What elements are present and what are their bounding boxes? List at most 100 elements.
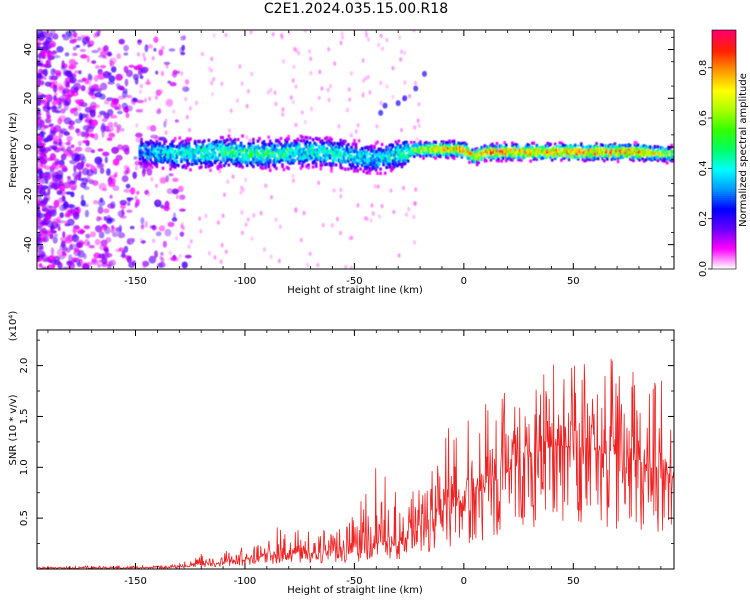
spectrogram-cell bbox=[193, 161, 197, 165]
spectrogram-cell bbox=[52, 84, 58, 93]
spectrogram-cell bbox=[671, 150, 674, 154]
spectrogram-cell bbox=[451, 149, 454, 153]
spectrogram-cell bbox=[66, 140, 72, 146]
spectrogram-cell bbox=[140, 217, 145, 225]
spectrogram-cell bbox=[186, 163, 189, 168]
spectrogram-cell bbox=[276, 150, 280, 155]
spectrogram-cell bbox=[158, 225, 166, 232]
colorbar-strip bbox=[712, 259, 736, 262]
spectrogram-cell bbox=[87, 44, 93, 47]
spectrogram-cell bbox=[224, 146, 228, 150]
spectrogram-cell bbox=[616, 148, 620, 152]
spectrogram-cell bbox=[624, 151, 627, 155]
spectrogram-cell bbox=[299, 166, 303, 170]
spectrogram-cell bbox=[118, 38, 125, 45]
spectrogram-cell bbox=[58, 86, 65, 90]
spectrogram-cell bbox=[632, 147, 635, 151]
spectrogram-cell bbox=[321, 223, 325, 228]
spectrogram-cell bbox=[396, 164, 399, 168]
spectrogram-cell bbox=[274, 101, 278, 107]
spectrogram-cell bbox=[351, 157, 355, 161]
spectrogram-cell bbox=[256, 163, 260, 167]
spectrogram-cell bbox=[537, 152, 540, 156]
spectrogram-cell bbox=[373, 151, 376, 155]
spectrogram-cell bbox=[376, 171, 379, 175]
spectrogram-cell bbox=[609, 151, 612, 155]
spectrogram-cell bbox=[370, 168, 373, 172]
spectrogram-cell bbox=[472, 151, 476, 155]
spectrogram-cell bbox=[356, 123, 360, 128]
spectrogram-cell bbox=[290, 158, 293, 162]
colorbar-strip bbox=[712, 267, 736, 270]
spectrogram-cell bbox=[81, 113, 88, 118]
spectrogram-cell bbox=[92, 180, 99, 186]
spectrogram-cell bbox=[223, 147, 226, 151]
spectrogram-cell bbox=[84, 118, 90, 123]
spectrogram-cell bbox=[671, 159, 674, 163]
spectrogram-cell bbox=[451, 155, 454, 159]
spectrogram-cell bbox=[155, 151, 159, 155]
spectrogram-cell bbox=[341, 35, 344, 40]
spectrogram-cell bbox=[170, 154, 174, 158]
spectrogram-cell bbox=[40, 99, 49, 106]
spectrogram-cell bbox=[261, 145, 264, 149]
spectrogram-cell bbox=[471, 148, 474, 152]
spectrogram-cell bbox=[241, 153, 244, 157]
spectrogram-cell bbox=[235, 156, 238, 160]
spectrogram-cell bbox=[521, 154, 525, 158]
spectrogram-cell bbox=[488, 146, 491, 150]
spectrogram-cell bbox=[168, 48, 176, 52]
spectrogram-cell bbox=[144, 44, 149, 53]
spectrogram-cell bbox=[546, 149, 549, 153]
spectrogram-cell bbox=[177, 144, 180, 148]
spectrogram-cell bbox=[472, 160, 476, 164]
spectrogram-cell bbox=[62, 231, 66, 238]
spectrogram-cell bbox=[136, 199, 140, 204]
spectrogram-cell bbox=[630, 157, 634, 162]
spectrogram-cell bbox=[557, 150, 560, 154]
spectrogram-cell bbox=[285, 159, 289, 163]
spectrogram-cell bbox=[152, 149, 156, 154]
spectrogram-cell bbox=[514, 142, 517, 146]
spectrogram-cell bbox=[210, 148, 214, 152]
spectrogram-cell bbox=[171, 217, 178, 222]
spectrogram-cell bbox=[258, 156, 261, 160]
y-tick-label: 0 bbox=[23, 144, 34, 150]
spectrogram-cell bbox=[273, 163, 277, 167]
spectrogram-cell bbox=[364, 216, 368, 221]
spectrogram-cell bbox=[310, 156, 313, 160]
spectrogram-cell bbox=[415, 137, 419, 142]
spectrogram-cell bbox=[54, 158, 60, 166]
spectrogram-cell bbox=[144, 161, 148, 165]
spectrogram-cell bbox=[121, 175, 129, 183]
spectrogram-cell bbox=[386, 147, 390, 151]
spectrogram-cell bbox=[348, 163, 352, 167]
spectrogram-cell bbox=[305, 139, 309, 144]
spectrogram-cell bbox=[142, 261, 146, 266]
spectrogram-cell bbox=[132, 171, 137, 179]
spectrogram-cell bbox=[133, 156, 138, 160]
spectrogram-cell bbox=[336, 154, 339, 158]
spectrogram-cell bbox=[468, 152, 471, 156]
spectrogram-cell bbox=[613, 152, 617, 156]
spectrogram-cell bbox=[339, 161, 342, 165]
spectrogram-cell bbox=[159, 255, 163, 261]
spectrogram-cell bbox=[553, 156, 557, 160]
spectrogram-cell bbox=[44, 81, 52, 87]
spectrogram-cell bbox=[154, 156, 157, 160]
spectrogram-cell bbox=[397, 162, 401, 166]
spectrogram-cell bbox=[52, 55, 61, 59]
spectrogram-cell bbox=[439, 155, 442, 159]
spectrogram-cell bbox=[80, 199, 86, 207]
spectrogram-cell bbox=[53, 206, 57, 213]
spectrogram-cell bbox=[200, 146, 203, 150]
spectrogram-cell bbox=[75, 146, 83, 152]
spectrogram-cell bbox=[515, 155, 519, 159]
spectrogram-cell bbox=[147, 148, 151, 153]
spectrogram-cell bbox=[161, 45, 165, 51]
spectrogram-cell bbox=[155, 231, 162, 237]
spectrogram-cell bbox=[311, 144, 315, 149]
spectrogram-cell bbox=[411, 151, 414, 155]
spectrogram-cell bbox=[403, 142, 407, 147]
spectrogram-cell bbox=[365, 171, 369, 175]
